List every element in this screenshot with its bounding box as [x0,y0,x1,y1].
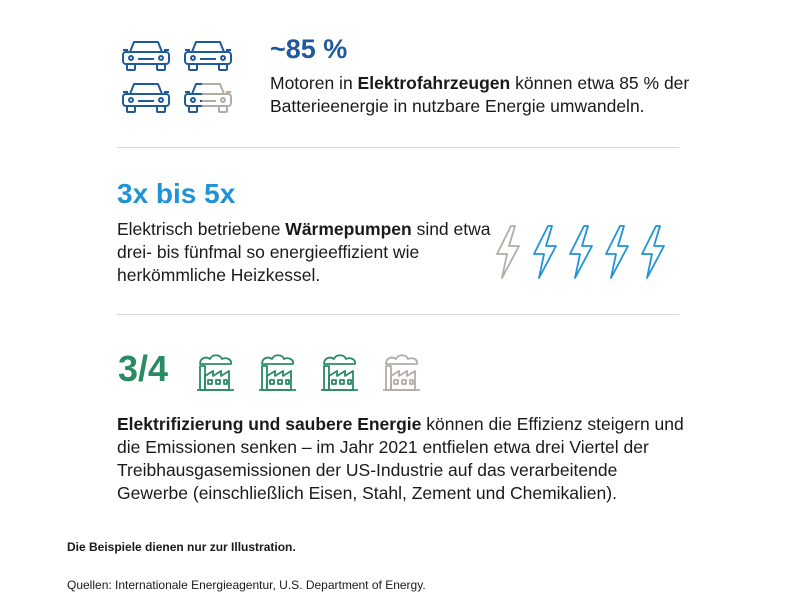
car-icon [184,41,232,71]
section2-description: Elektrisch betriebene Wärmepumpen sind e… [117,219,491,285]
car-icon-partial [184,83,232,113]
disclaimer-note: Die Beispiele dienen nur zur Illustratio… [67,540,296,554]
lightning-bolt-icon [496,225,520,279]
divider [117,147,679,148]
factory-icon [383,354,420,391]
factory-icon [321,354,358,391]
lightning-bolt-icon [641,225,665,279]
divider [117,314,679,315]
sources-note: Quellen: Internationale Energieagentur, … [67,578,426,592]
section3-description: Elektrifizierung und saubere Energie kön… [117,414,684,503]
section3-stat-title: 3/4 [118,348,169,389]
lightning-bolt-icon [533,225,557,279]
section2-stat-title: 3x bis 5x [117,178,236,209]
lightning-bolt-icon [569,225,593,279]
factory-icon [259,354,296,391]
car-icon [122,83,170,113]
factory-icon [197,354,234,391]
car-icon [122,41,170,71]
section1-description: Motoren in Elektrofahrzeugen können etwa… [270,73,690,116]
lightning-bolt-icon [605,225,629,279]
section1-stat-title: ~85 % [270,34,348,64]
